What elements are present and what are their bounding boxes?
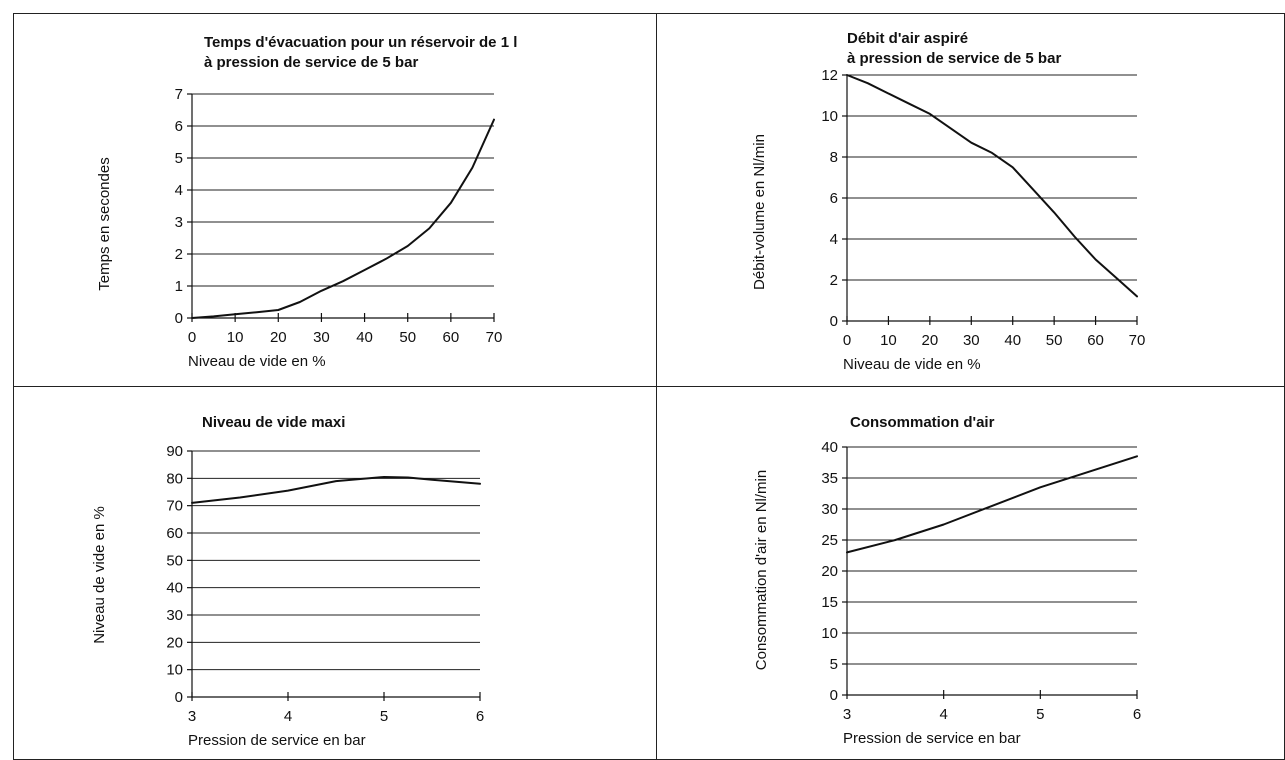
chart2-x-tick-label: 70 xyxy=(1129,332,1146,349)
chart1-y-tick-label: 3 xyxy=(175,214,183,231)
chart1-x-tick-label: 30 xyxy=(313,329,330,346)
chart4-y-tick-label: 15 xyxy=(821,594,838,611)
chart3-series-line xyxy=(191,476,481,504)
chart4-x-tick-label: 3 xyxy=(843,706,851,723)
chart2-y-tick-label: 6 xyxy=(830,190,838,207)
chart2-y-axis-label: Débit-volume en Nl/min xyxy=(751,134,768,290)
chart3-title-line: Niveau de vide maxi xyxy=(202,414,345,431)
chart3-x-tick-label: 3 xyxy=(188,708,196,725)
chart1-y-axis-label: Temps en secondes xyxy=(96,157,113,290)
chart2-x-tick-label: 0 xyxy=(843,332,851,349)
chart1-y-tick-label: 0 xyxy=(175,310,183,327)
chart2-x-tick-label: 50 xyxy=(1046,332,1063,349)
chart2-x-tick-label: 60 xyxy=(1087,332,1104,349)
chart4-series-line xyxy=(846,455,1138,554)
chart3-y-axis-label: Niveau de vide en % xyxy=(91,506,108,644)
chart1-y-tick-label: 4 xyxy=(175,182,183,199)
chart2-x-tick-label: 20 xyxy=(922,332,939,349)
chart1-x-tick-label: 70 xyxy=(486,329,503,346)
chart1-y-tick-label: 6 xyxy=(175,118,183,135)
chart2-y-tick-label: 12 xyxy=(821,67,838,84)
chart2-y-tick-label: 8 xyxy=(830,149,838,166)
chart2-title-line: Débit d'air aspiré xyxy=(847,30,968,47)
chart2-x-axis-label: Niveau de vide en % xyxy=(843,356,981,373)
chart3-x-axis-label: Pression de service en bar xyxy=(188,732,366,749)
chart2-x-tick-label: 10 xyxy=(880,332,897,349)
chart1-y-tick-label: 5 xyxy=(175,150,183,167)
chart1-y-tick-label: 2 xyxy=(175,246,183,263)
chart4-x-tick-label: 5 xyxy=(1036,706,1044,723)
chart4-x-axis-label: Pression de service en bar xyxy=(843,730,1021,747)
chart4-y-tick-label: 35 xyxy=(821,470,838,487)
chart1-x-tick-label: 40 xyxy=(356,329,373,346)
chart1-x-tick-label: 0 xyxy=(188,329,196,346)
chart1-x-tick-label: 10 xyxy=(227,329,244,346)
chart1-x-tick-label: 60 xyxy=(443,329,460,346)
chart4-x-tick-label: 6 xyxy=(1133,706,1141,723)
chart3-y-tick-label: 90 xyxy=(166,443,183,460)
chart3-y-tick-label: 0 xyxy=(175,689,183,706)
chart2-y-tick-label: 0 xyxy=(830,313,838,330)
chart4-y-axis-label: Consommation d'air en Nl/min xyxy=(753,470,770,670)
chart3-y-tick-label: 40 xyxy=(166,580,183,597)
chart2-y-tick-label: 10 xyxy=(821,108,838,125)
panel-divider-horizontal xyxy=(13,386,1285,388)
chart3-y-tick-label: 30 xyxy=(166,607,183,624)
chart1-title-line: à pression de service de 5 bar xyxy=(204,54,418,71)
chart4-y-tick-label: 20 xyxy=(821,563,838,580)
chart4-title-line: Consommation d'air xyxy=(850,414,995,431)
chart3-x-tick-label: 5 xyxy=(380,708,388,725)
chart2-y-tick-label: 2 xyxy=(830,272,838,289)
chart3-y-tick-label: 70 xyxy=(166,498,183,515)
chart1-x-axis-label: Niveau de vide en % xyxy=(188,353,326,370)
chart1-x-tick-label: 50 xyxy=(399,329,416,346)
chart1-series-line xyxy=(191,118,495,319)
chart4-x-tick-label: 4 xyxy=(939,706,947,723)
chart2-y-tick-label: 4 xyxy=(830,231,838,248)
chart3-y-tick-label: 60 xyxy=(166,525,183,542)
chart3-y-tick-label: 10 xyxy=(166,662,183,679)
chart4-y-tick-label: 0 xyxy=(830,687,838,704)
chart4-y-tick-label: 10 xyxy=(821,625,838,642)
chart2-x-tick-label: 40 xyxy=(1004,332,1021,349)
chart4-y-tick-label: 30 xyxy=(821,501,838,518)
chart4-y-tick-label: 40 xyxy=(821,439,838,456)
chart3-x-tick-label: 4 xyxy=(284,708,292,725)
chart3-y-tick-label: 50 xyxy=(166,552,183,569)
chart1-title-line: Temps d'évacuation pour un réservoir de … xyxy=(204,34,517,51)
chart1-y-tick-label: 1 xyxy=(175,278,183,295)
chart3-x-tick-label: 6 xyxy=(476,708,484,725)
chart1-y-tick-label: 7 xyxy=(175,86,183,103)
chart4-y-tick-label: 25 xyxy=(821,532,838,549)
chart1-x-tick-label: 20 xyxy=(270,329,287,346)
chart2-x-tick-label: 30 xyxy=(963,332,980,349)
chart4-y-tick-label: 5 xyxy=(830,656,838,673)
chart3-y-tick-label: 20 xyxy=(166,634,183,651)
chart3-y-tick-label: 80 xyxy=(166,470,183,487)
chart2-series-line xyxy=(846,74,1138,298)
chart2-title-line: à pression de service de 5 bar xyxy=(847,50,1061,67)
